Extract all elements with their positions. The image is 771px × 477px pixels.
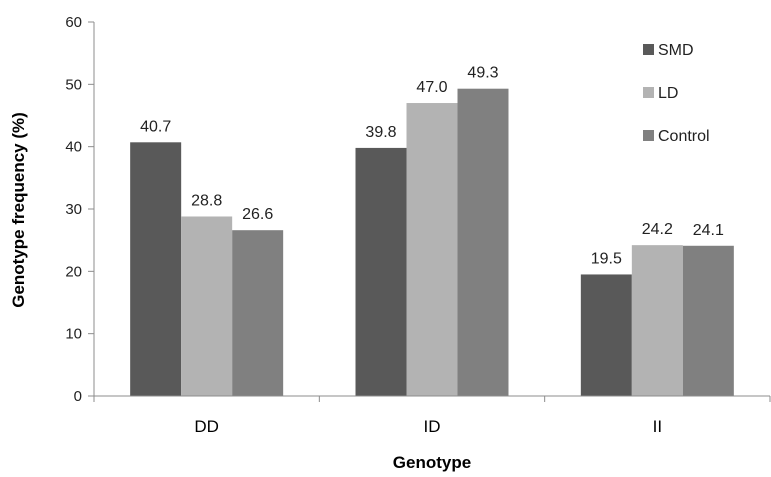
bar-ld-dd <box>181 216 233 396</box>
data-label: 39.8 <box>365 124 396 141</box>
legend-label-control: Control <box>658 128 710 145</box>
y-tick-label: 30 <box>65 201 82 218</box>
bar-smd-id <box>355 147 407 396</box>
data-labels: 40.7 28.8 26.6 39.8 47.0 49.3 19.5 24.2 24.1 <box>140 65 724 268</box>
legend: SMD LD Control <box>643 42 710 145</box>
data-label: 24.2 <box>642 221 673 238</box>
y-tick-label: 0 <box>74 388 82 405</box>
x-axis: DD ID II <box>93 395 771 436</box>
data-label: 40.7 <box>140 118 171 135</box>
data-label: 28.8 <box>191 192 222 209</box>
legend-label-ld: LD <box>658 85 678 102</box>
bar-control-id <box>457 88 509 397</box>
bar-ld-id <box>406 103 458 397</box>
x-axis-title: Genotype <box>393 453 471 472</box>
y-axis-title: Genotype frequency (%) <box>9 112 28 308</box>
bar-smd-ii <box>580 274 632 396</box>
bar-control-ii <box>682 245 734 396</box>
bar-ld-ii <box>631 245 683 396</box>
bars <box>130 88 734 397</box>
data-label: 49.3 <box>467 65 498 82</box>
y-tick-label: 50 <box>65 76 82 93</box>
x-tick-label: DD <box>194 417 219 436</box>
y-axis: 0 10 20 30 40 50 60 <box>65 14 95 405</box>
bar-control-dd <box>232 230 284 396</box>
y-tick-label: 40 <box>65 139 82 156</box>
y-tick-label: 20 <box>65 263 82 280</box>
data-label: 24.1 <box>693 222 724 239</box>
x-tick-label: ID <box>424 417 441 436</box>
y-tick-label: 60 <box>65 14 82 31</box>
data-label: 19.5 <box>591 250 622 267</box>
y-tick-label: 10 <box>65 326 82 343</box>
data-label: 47.0 <box>416 79 447 96</box>
legend-swatch-control <box>643 130 654 141</box>
legend-label-smd: SMD <box>658 42 694 59</box>
bar-smd-dd <box>130 142 182 396</box>
x-tick-label: II <box>653 417 662 436</box>
data-label: 26.6 <box>242 206 273 223</box>
legend-swatch-ld <box>643 87 654 98</box>
legend-swatch-smd <box>643 44 654 55</box>
